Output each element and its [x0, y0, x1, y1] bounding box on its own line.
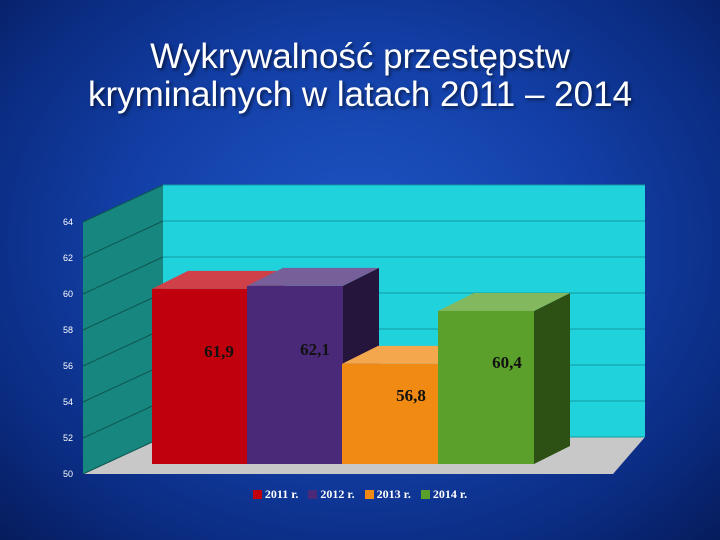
- legend-swatch: [308, 490, 318, 499]
- legend-item: 2011 r.: [252, 487, 299, 502]
- title-line-1: Wykrywalność przestępstw: [150, 37, 570, 76]
- gridline-side: [82, 184, 164, 223]
- legend-label: 2014 r.: [432, 487, 468, 501]
- y-tick-label: 50: [63, 469, 73, 479]
- gridline-side: [82, 436, 164, 475]
- legend-item: 2012 r.: [308, 487, 355, 502]
- legend-item: 2014 r.: [420, 487, 468, 502]
- slide-title: Wykrywalność przestępstw kryminalnych w …: [0, 38, 720, 114]
- data-label: 61,9: [204, 342, 234, 361]
- data-label: 62,1: [300, 340, 330, 359]
- chart-side-wall: [83, 185, 163, 474]
- bar-side: [534, 292, 570, 464]
- legend-item: 2013 r.: [364, 487, 411, 502]
- gridline-side: [82, 220, 164, 259]
- y-tick-label: 54: [63, 397, 73, 407]
- title-line-2: kryminalnych w latach 2011 – 2014: [87, 75, 633, 114]
- legend-label: 2012 r.: [320, 487, 355, 501]
- legend-label: 2013 r.: [376, 487, 411, 501]
- legend-swatch: [364, 490, 374, 499]
- gridline-side: [82, 364, 164, 403]
- y-tick-label: 56: [63, 361, 73, 371]
- gridline-side: [82, 292, 164, 331]
- legend-swatch: [420, 490, 430, 499]
- bar-front: [342, 363, 438, 464]
- bar-top: [247, 267, 379, 286]
- data-label: 56,8: [396, 386, 426, 405]
- y-tick-label: 64: [63, 217, 73, 227]
- gridline-side: [82, 256, 164, 295]
- bar-2014: [438, 292, 570, 464]
- legend-swatch: [252, 490, 262, 499]
- legend-label: 2011 r.: [264, 487, 299, 501]
- bar-front: [152, 288, 248, 464]
- y-tick-label: 60: [63, 289, 73, 299]
- gridline-side: [82, 328, 164, 367]
- y-axis-ticks: 50 52 54 56 58 60 62 64: [63, 217, 73, 479]
- y-tick-label: 62: [63, 253, 73, 263]
- bar-front: [438, 310, 534, 464]
- bar-top: [438, 292, 570, 311]
- data-label: 60,4: [492, 353, 522, 372]
- y-tick-label: 52: [63, 433, 73, 443]
- data-labels: 61,9 62,1 56,8 60,4: [204, 340, 522, 405]
- chart-legend: 2011 r. 2012 r. 2013 r. 2014 r.: [0, 487, 720, 502]
- chart-bars: [152, 267, 570, 464]
- y-tick-label: 58: [63, 325, 73, 335]
- bar-front: [247, 285, 343, 464]
- gridline-side: [82, 400, 164, 439]
